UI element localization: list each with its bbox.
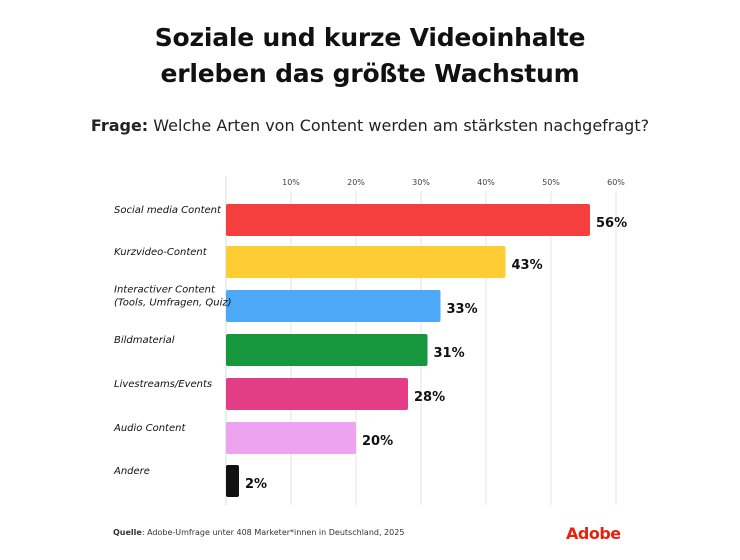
- value-label: 56%: [596, 216, 627, 231]
- category-label: Bildmaterial: [114, 335, 175, 346]
- chart-title-line-1: Soziale und kurze Videoinhalte: [154, 23, 586, 52]
- question-label: Frage:: [90, 116, 149, 135]
- value-label: 2%: [245, 477, 267, 492]
- bar: [226, 465, 239, 497]
- category-label: (Tools, Umfragen, Quiz): [114, 298, 232, 309]
- bar: [226, 204, 590, 236]
- source-text: : Adobe-Umfrage unter 408 Marketer*innen…: [141, 528, 405, 537]
- chart-title-line-2: erleben das größte Wachstum: [160, 59, 580, 88]
- value-label: 28%: [414, 390, 445, 405]
- bar: [226, 334, 428, 366]
- bar: [226, 422, 356, 454]
- x-tick-label: 40%: [477, 178, 495, 187]
- category-label: Interactiver Content: [114, 285, 216, 296]
- value-label: 20%: [362, 434, 393, 449]
- value-label: 33%: [447, 302, 478, 317]
- bar: [226, 378, 408, 410]
- x-tick-label: 20%: [347, 178, 365, 187]
- chart-title: Soziale und kurze Videoinhalte erleben d…: [0, 20, 740, 92]
- source-note: Quelle: Adobe-Umfrage unter 408 Marketer…: [113, 528, 404, 537]
- x-tick-label: 10%: [282, 178, 300, 187]
- category-label: Kurzvideo-Content: [114, 247, 208, 258]
- source-label: Quelle: [113, 528, 142, 537]
- x-tick-label: 30%: [412, 178, 430, 187]
- category-label: Livestreams/Events: [114, 379, 212, 390]
- bar: [226, 246, 506, 278]
- question-text: Welche Arten von Content werden am stärk…: [153, 116, 650, 135]
- bar: [226, 290, 441, 322]
- adobe-logo: Adobe: [566, 524, 621, 543]
- value-label: 31%: [434, 346, 465, 361]
- category-label: Social media Content: [114, 205, 222, 216]
- question-line: Frage: Welche Arten von Content werden a…: [0, 116, 740, 135]
- value-label: 43%: [512, 258, 543, 273]
- x-tick-label: 50%: [542, 178, 560, 187]
- category-label: Audio Content: [113, 423, 186, 434]
- x-tick-label: 60%: [607, 178, 625, 187]
- category-label: Andere: [113, 466, 150, 477]
